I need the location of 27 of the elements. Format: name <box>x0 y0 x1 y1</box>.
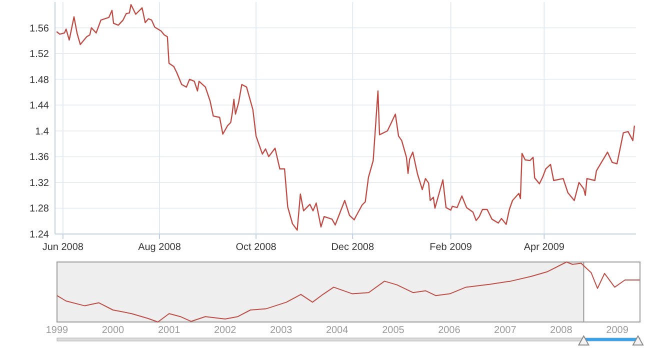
x-tick-label: 2001 <box>158 325 181 336</box>
line-series <box>56 4 636 231</box>
x-tick-label: Apr 2009 <box>524 242 565 253</box>
x-tick-label: 2008 <box>550 325 573 336</box>
x-tick-label: 2009 <box>606 325 629 336</box>
x-tick-label: Dec 2008 <box>331 242 374 253</box>
y-tick-label: 1.28 <box>30 204 50 215</box>
x-tick-label: Feb 2009 <box>430 242 472 253</box>
x-tick-label: 2005 <box>382 325 405 336</box>
y-tick-label: 1.4 <box>35 126 50 138</box>
x-tick-label: Jun 2008 <box>42 242 84 253</box>
x-tick-label: 2007 <box>494 325 517 336</box>
x-tick-label: 2003 <box>270 325 293 336</box>
x-tick-label: 2006 <box>438 325 461 336</box>
x-tick-label: Aug 2008 <box>138 242 182 253</box>
y-tick-label: 1.44 <box>30 100 50 112</box>
y-tick-label: 1.56 <box>30 23 50 34</box>
y-tick-label: 1.48 <box>30 74 50 86</box>
y-tick-label: 1.36 <box>30 152 50 164</box>
y-tick-label: 1.24 <box>30 230 50 240</box>
x-tick-label: 2004 <box>326 325 349 336</box>
x-tick-label: 1999 <box>46 325 69 336</box>
y-tick-label: 1.52 <box>30 49 50 60</box>
y-tick-label: 1.32 <box>30 178 50 189</box>
x-tick-label: 2002 <box>214 325 237 336</box>
x-tick-label: Oct 2008 <box>236 242 277 253</box>
x-tick-label: 2000 <box>102 325 125 336</box>
